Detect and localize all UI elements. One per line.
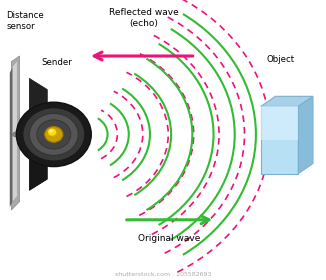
Polygon shape (261, 96, 313, 106)
Circle shape (16, 102, 91, 167)
Circle shape (49, 129, 53, 133)
Text: Reflected wave
(echo): Reflected wave (echo) (109, 8, 178, 28)
Circle shape (45, 127, 63, 142)
Polygon shape (29, 146, 47, 190)
Circle shape (37, 120, 71, 149)
Polygon shape (29, 78, 47, 190)
Polygon shape (261, 106, 298, 174)
Polygon shape (261, 106, 298, 140)
Circle shape (23, 108, 85, 161)
Circle shape (48, 129, 56, 136)
Circle shape (13, 132, 18, 137)
Polygon shape (10, 67, 12, 207)
Polygon shape (12, 62, 17, 202)
Text: Original wave: Original wave (138, 234, 201, 243)
Polygon shape (11, 56, 20, 210)
Text: Sender: Sender (42, 58, 72, 67)
Text: Object: Object (266, 55, 294, 64)
Polygon shape (298, 96, 313, 174)
Text: shutterstock.com · 205582693: shutterstock.com · 205582693 (115, 272, 211, 277)
Text: Distance
sensor: Distance sensor (7, 11, 44, 31)
Circle shape (29, 113, 78, 155)
